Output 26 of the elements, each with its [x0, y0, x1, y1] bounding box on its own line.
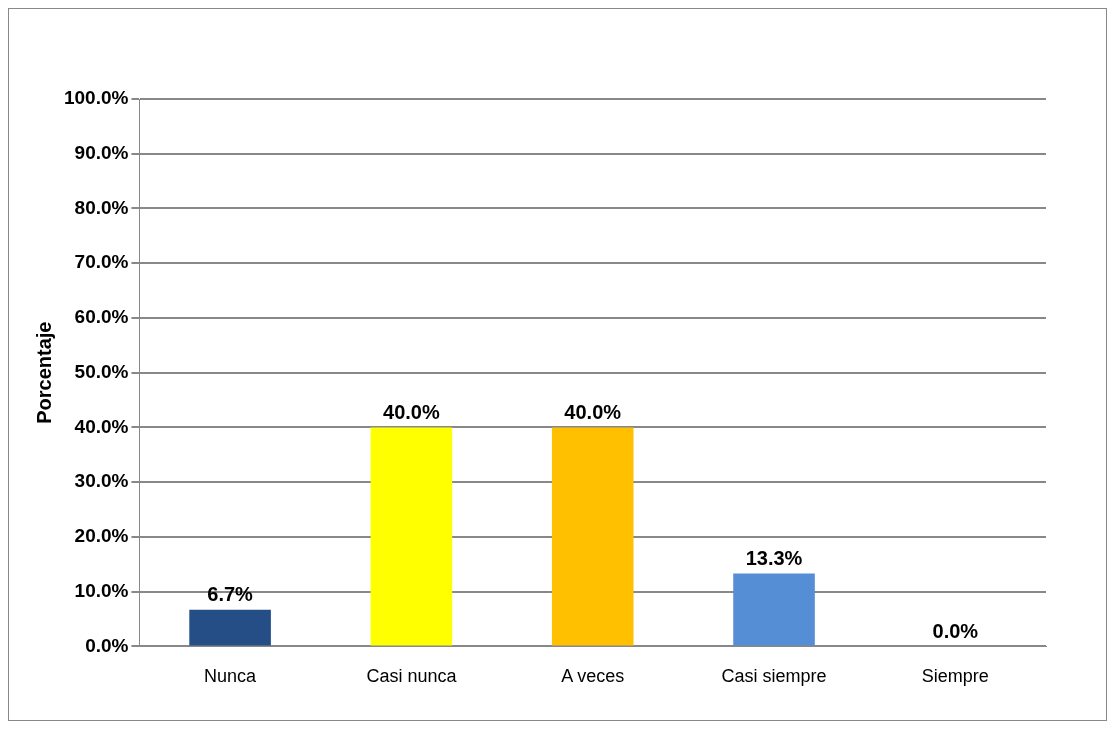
data-label: 6.7% — [207, 583, 254, 606]
y-tick-label: 90.0% — [74, 141, 129, 163]
x-tick-label: Casi nunca — [366, 666, 458, 687]
y-tick-label: 50.0% — [74, 360, 129, 382]
bar — [370, 427, 453, 646]
y-tick-label: 30.0% — [74, 470, 129, 492]
y-axis-title: Porcentaje — [32, 321, 55, 424]
y-tick-label: 10.0% — [74, 579, 129, 601]
y-tick-label: 80.0% — [74, 196, 129, 218]
x-tick-label: Casi siempre — [721, 666, 827, 687]
data-label: 40.0% — [383, 400, 440, 423]
bar — [189, 609, 271, 646]
bar — [733, 573, 815, 646]
data-label: 40.0% — [564, 400, 622, 423]
y-tick-label: 60.0% — [74, 306, 129, 328]
x-tick-label: Siempre — [921, 666, 989, 687]
y-tick-label: 70.0% — [74, 251, 129, 273]
y-tick-label: 0.0% — [85, 634, 129, 656]
y-tick-label: 100.0% — [63, 87, 129, 109]
x-tick-label: Nunca — [204, 666, 258, 687]
x-tick-label: A veces — [561, 666, 625, 687]
bar — [551, 427, 634, 646]
y-tick-label: 20.0% — [74, 525, 129, 547]
data-label: 13.3% — [745, 547, 803, 570]
data-label: 0.0% — [932, 619, 979, 642]
y-tick-label: 40.0% — [74, 415, 129, 437]
